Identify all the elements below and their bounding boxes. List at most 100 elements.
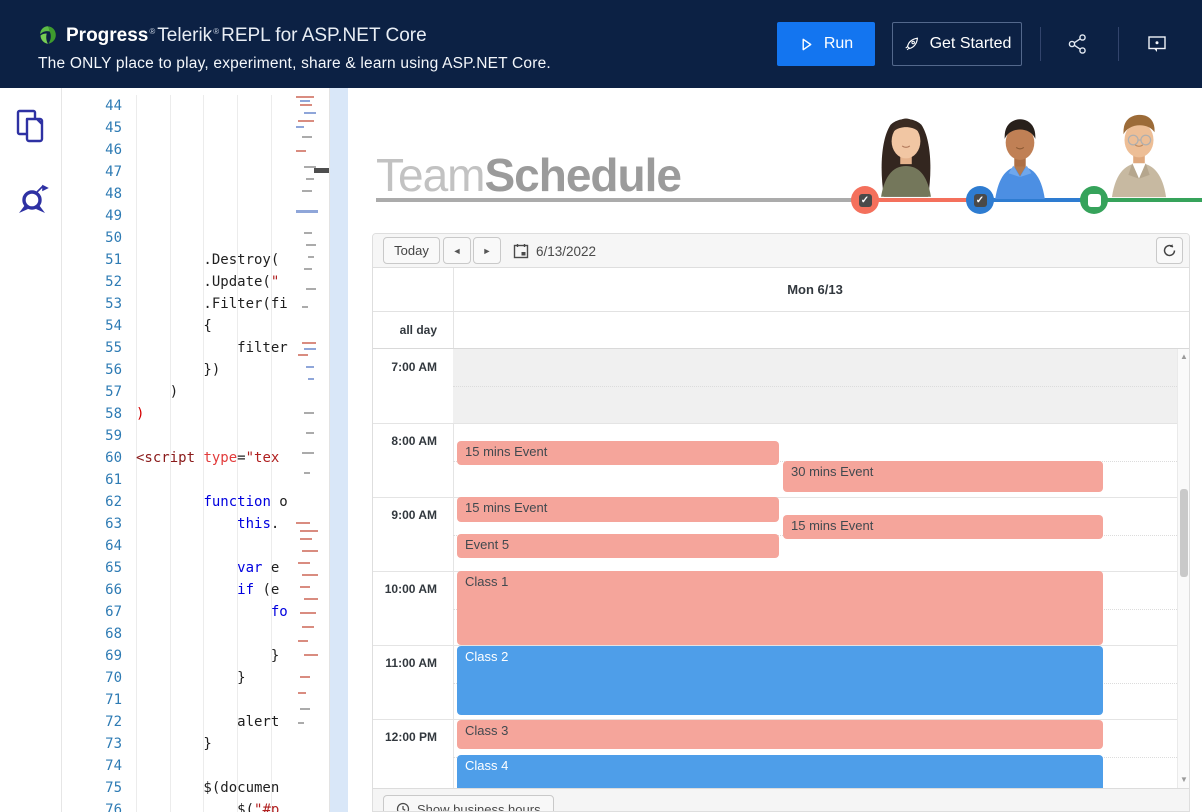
header-divider xyxy=(1040,27,1041,61)
scroll-up-arrow[interactable]: ▲ xyxy=(1180,352,1188,361)
today-button[interactable]: Today xyxy=(383,237,440,264)
code-area[interactable]: .Destroy( .Update(" .Filter(fi { filter … xyxy=(136,95,294,812)
vertical-scrollbar[interactable]: ▲ ▼ xyxy=(1177,349,1189,788)
line-number: 75 xyxy=(105,780,122,796)
code-token: var xyxy=(237,560,263,576)
progress-logo xyxy=(40,26,56,44)
line-number: 64 xyxy=(105,538,122,554)
scheduler-event[interactable]: 30 mins Event xyxy=(783,461,1103,492)
code-line[interactable]: var e xyxy=(136,557,294,579)
date-picker[interactable]: 6/13/2022 xyxy=(513,234,596,268)
feedback-button[interactable] xyxy=(1143,30,1171,58)
half-hour-divider xyxy=(453,386,1177,387)
day-header-row: Mon 6/13 xyxy=(373,268,1189,312)
code-token: "#p xyxy=(254,802,280,812)
avatar-member-1 xyxy=(881,118,931,197)
line-number: 57 xyxy=(105,384,122,400)
code-line[interactable]: filter xyxy=(136,337,294,359)
editor-minimap[interactable] xyxy=(294,92,324,808)
day-header-label: Mon 6/13 xyxy=(787,282,843,297)
indent-guide xyxy=(203,95,204,812)
code-token: (e xyxy=(254,582,280,598)
scrollbar-thumb[interactable] xyxy=(1180,489,1188,577)
registered-mark: ® xyxy=(213,26,220,36)
all-day-row[interactable]: all day xyxy=(373,312,1189,349)
line-number: 47 xyxy=(105,164,122,180)
scheduler-event[interactable]: Class 1 xyxy=(457,571,1103,645)
code-line[interactable]: $(documen xyxy=(136,777,294,799)
scheduler-event[interactable]: Event 5 xyxy=(457,534,779,558)
code-line[interactable]: this. xyxy=(136,513,294,535)
code-line[interactable]: { xyxy=(136,315,294,337)
line-number: 67 xyxy=(105,604,122,620)
code-line[interactable] xyxy=(136,755,294,777)
timeline-segment-green xyxy=(1094,198,1202,202)
refresh-button[interactable] xyxy=(1156,237,1183,264)
refresh-icon xyxy=(1163,244,1176,257)
code-token: "tex xyxy=(245,450,280,466)
scheduler-event[interactable]: Class 3 xyxy=(457,720,1103,749)
code-editor[interactable]: 44 45 46 47 48 49 50 51 52 53 54 55 56 57 58 59 60 61 62 63… xyxy=(66,88,330,812)
mascot-icon xyxy=(19,184,49,213)
code-token: this xyxy=(237,516,271,532)
code-line[interactable]: fo xyxy=(136,601,294,623)
code-line[interactable] xyxy=(136,535,294,557)
pane-splitter[interactable] xyxy=(330,88,348,812)
snippets-button[interactable] xyxy=(15,108,49,146)
scheduler-toolbar: Today ◄ ► 6/13/2022 xyxy=(373,234,1189,268)
code-token: type xyxy=(203,450,238,466)
code-token: { xyxy=(136,318,212,334)
show-business-hours-button[interactable]: Show business hours xyxy=(383,795,554,811)
next-day-button[interactable]: ► xyxy=(473,237,501,264)
line-number: 63 xyxy=(105,516,122,532)
code-line[interactable]: .Filter(fi xyxy=(136,293,294,315)
scheduler-event[interactable]: Class 4 xyxy=(457,755,1103,788)
member-2-checkbox[interactable]: ✓ xyxy=(966,186,994,214)
line-number: 50 xyxy=(105,230,122,246)
code-line[interactable]: }) xyxy=(136,359,294,381)
code-line[interactable]: function o xyxy=(136,491,294,513)
code-line[interactable]: if (e xyxy=(136,579,294,601)
line-number: 52 xyxy=(105,274,122,290)
code-line[interactable]: alert xyxy=(136,711,294,733)
line-number: 49 xyxy=(105,208,122,224)
member-3-checkbox[interactable] xyxy=(1080,186,1108,214)
minimap-scroll-indicator[interactable] xyxy=(314,168,329,173)
line-number: 65 xyxy=(105,560,122,576)
scroll-down-arrow[interactable]: ▼ xyxy=(1180,775,1188,784)
feedback-icon xyxy=(1148,36,1166,52)
code-line[interactable]: ) xyxy=(136,381,294,403)
code-token: function xyxy=(203,494,271,510)
gutter-divider xyxy=(453,349,454,788)
line-number: 45 xyxy=(105,120,122,136)
indent-guide xyxy=(170,95,171,812)
grid-hour-row[interactable] xyxy=(373,349,1177,423)
code-line[interactable]: ) xyxy=(136,403,294,425)
code-line[interactable]: .Destroy( xyxy=(136,249,294,271)
scheduler-event[interactable]: 15 mins Event xyxy=(457,441,779,465)
get-started-button[interactable]: Get Started xyxy=(892,22,1022,66)
code-line[interactable] xyxy=(136,689,294,711)
learn-button[interactable] xyxy=(15,183,49,221)
run-button[interactable]: Run xyxy=(777,22,875,66)
code-line[interactable] xyxy=(136,425,294,447)
line-number: 54 xyxy=(105,318,122,334)
code-line[interactable]: <script type="tex xyxy=(136,447,294,469)
code-line[interactable] xyxy=(136,469,294,491)
checkbox-box: ✓ xyxy=(973,193,987,207)
scheduler-event[interactable]: 15 mins Event xyxy=(457,497,779,522)
scheduler-event[interactable]: Class 2 xyxy=(457,646,1103,715)
scheduler-event[interactable]: 15 mins Event xyxy=(783,515,1103,539)
prev-day-button[interactable]: ◄ xyxy=(443,237,471,264)
member-1-checkbox[interactable]: ✓ xyxy=(851,186,879,214)
code-line[interactable]: } xyxy=(136,733,294,755)
line-number: 58 xyxy=(105,406,122,422)
share-button[interactable] xyxy=(1064,30,1092,58)
code-line[interactable]: } xyxy=(136,667,294,689)
code-line[interactable]: .Update(" xyxy=(136,271,294,293)
code-line[interactable] xyxy=(136,623,294,645)
get-started-label: Get Started xyxy=(929,35,1012,52)
code-line[interactable]: $("#p xyxy=(136,799,294,812)
line-number: 48 xyxy=(105,186,122,202)
code-line[interactable]: } xyxy=(136,645,294,667)
